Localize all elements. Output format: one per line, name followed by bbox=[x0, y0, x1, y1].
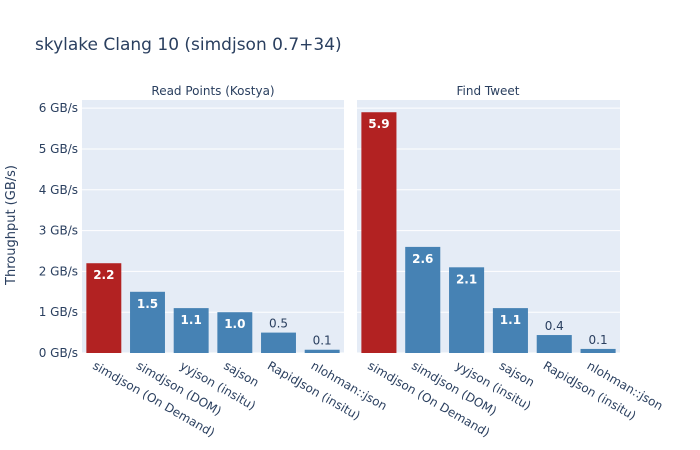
gridlines bbox=[82, 107, 620, 354]
chart-title: skylake Clang 10 (simdjson 0.7+34) bbox=[35, 35, 342, 55]
y-tick-label: 6 GB/s bbox=[39, 101, 78, 115]
panel-title-read-points: Read Points (Kostya) bbox=[151, 84, 274, 98]
data-label: 2.1 bbox=[456, 272, 477, 286]
bar bbox=[261, 332, 296, 353]
panel-read-points bbox=[82, 100, 344, 353]
data-label: 1.1 bbox=[500, 313, 521, 327]
bar bbox=[492, 308, 528, 353]
bar bbox=[173, 308, 209, 353]
y-tick-label: 4 GB/s bbox=[39, 183, 78, 197]
data-label: 0.1 bbox=[313, 334, 332, 348]
bar bbox=[86, 263, 122, 353]
bar bbox=[536, 335, 572, 353]
bar bbox=[580, 348, 616, 353]
bars bbox=[86, 112, 616, 353]
data-label: 5.9 bbox=[368, 117, 389, 131]
bar bbox=[217, 312, 253, 353]
y-axis-title: Throughput (GB/s) bbox=[4, 165, 19, 286]
bar bbox=[361, 112, 397, 353]
data-label: 1.1 bbox=[181, 313, 202, 327]
data-label: 2.2 bbox=[93, 268, 114, 282]
data-label: 0.1 bbox=[589, 333, 608, 347]
data-label: 0.5 bbox=[269, 317, 288, 331]
bar bbox=[304, 349, 340, 353]
y-tick-label: 3 GB/s bbox=[39, 224, 78, 238]
bar bbox=[130, 291, 165, 353]
y-axis-ticks: 0 GB/s 1 GB/s 2 GB/s 3 GB/s 4 GB/s 5 GB/s 6 GB… bbox=[39, 101, 78, 360]
data-label: 2.6 bbox=[412, 252, 433, 266]
y-tick-label: 0 GB/s bbox=[39, 346, 78, 360]
data-label: 0.4 bbox=[545, 319, 564, 333]
y-tick-label: 1 GB/s bbox=[39, 305, 78, 319]
bar bbox=[449, 267, 485, 353]
data-label: 1.0 bbox=[224, 317, 245, 331]
panel-title-find-tweet: Find Tweet bbox=[456, 84, 519, 98]
data-labels: 2.2 1.5 1.1 1.0 0.5 0.1 5.9 2.6 2.1 1.1 0.4 0.1 bbox=[93, 117, 607, 347]
bar bbox=[405, 246, 441, 353]
y-tick-label: 2 GB/s bbox=[39, 264, 78, 278]
data-label: 1.5 bbox=[137, 297, 158, 311]
panel-find-tweet bbox=[357, 100, 620, 353]
y-tick-label: 5 GB/s bbox=[39, 142, 78, 156]
